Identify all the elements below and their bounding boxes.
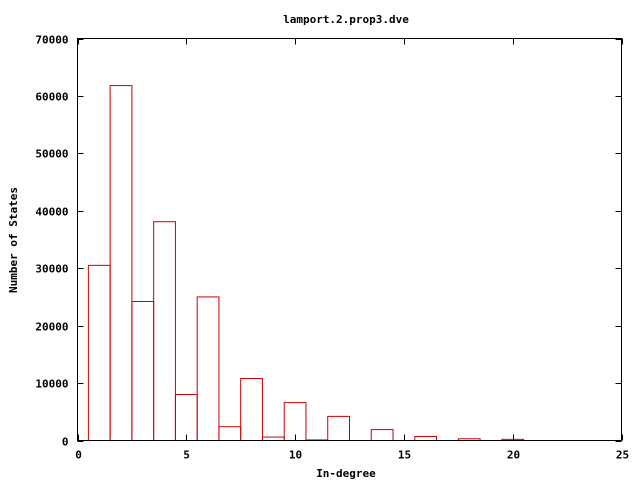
y-tick-label: 40000 <box>35 206 68 219</box>
y-tick-label: 60000 <box>35 91 68 104</box>
bar <box>174 394 198 441</box>
bar <box>218 426 242 441</box>
bar <box>370 429 394 441</box>
x-tick-label: 15 <box>398 449 411 462</box>
bar <box>240 377 263 441</box>
y-tick-label: 20000 <box>35 321 68 334</box>
axis-ticks: 0 10000 20000 30000 40000 50000 60000 70000 0 5 10… <box>35 34 629 462</box>
y-tick-label: 10000 <box>35 378 68 391</box>
bars <box>87 85 525 442</box>
x-tick-label: 10 <box>289 449 302 462</box>
y-tick-label: 0 <box>62 436 69 449</box>
plot-frame <box>77 38 622 441</box>
chart-title: lamport.2.prop3.dve <box>283 13 409 26</box>
x-tick-label: 5 <box>183 449 190 462</box>
bar <box>109 85 133 441</box>
y-axis-label: Number of States <box>7 187 20 293</box>
bar <box>261 436 285 442</box>
bar <box>87 264 111 442</box>
bar <box>153 221 176 441</box>
bar <box>196 296 220 441</box>
y-tick-label: 70000 <box>35 34 68 47</box>
x-tick-label: 20 <box>507 449 520 462</box>
x-tick-label: 0 <box>75 449 82 462</box>
bar <box>414 435 438 442</box>
y-tick-label: 50000 <box>35 148 68 161</box>
bar <box>131 301 155 441</box>
x-axis-label: In-degree <box>316 467 376 480</box>
bar <box>327 415 350 442</box>
y-tick-label: 30000 <box>35 263 68 276</box>
x-tick-label: 25 <box>616 449 629 462</box>
